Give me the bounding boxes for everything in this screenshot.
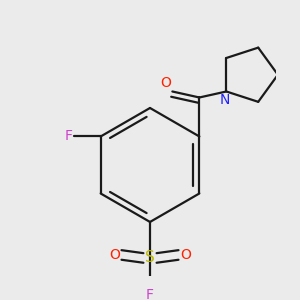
Text: O: O — [160, 76, 171, 90]
Text: F: F — [146, 288, 154, 300]
Text: O: O — [109, 248, 120, 262]
Text: F: F — [64, 130, 72, 143]
Text: S: S — [145, 250, 155, 266]
Text: N: N — [220, 93, 230, 107]
Text: O: O — [180, 248, 191, 262]
